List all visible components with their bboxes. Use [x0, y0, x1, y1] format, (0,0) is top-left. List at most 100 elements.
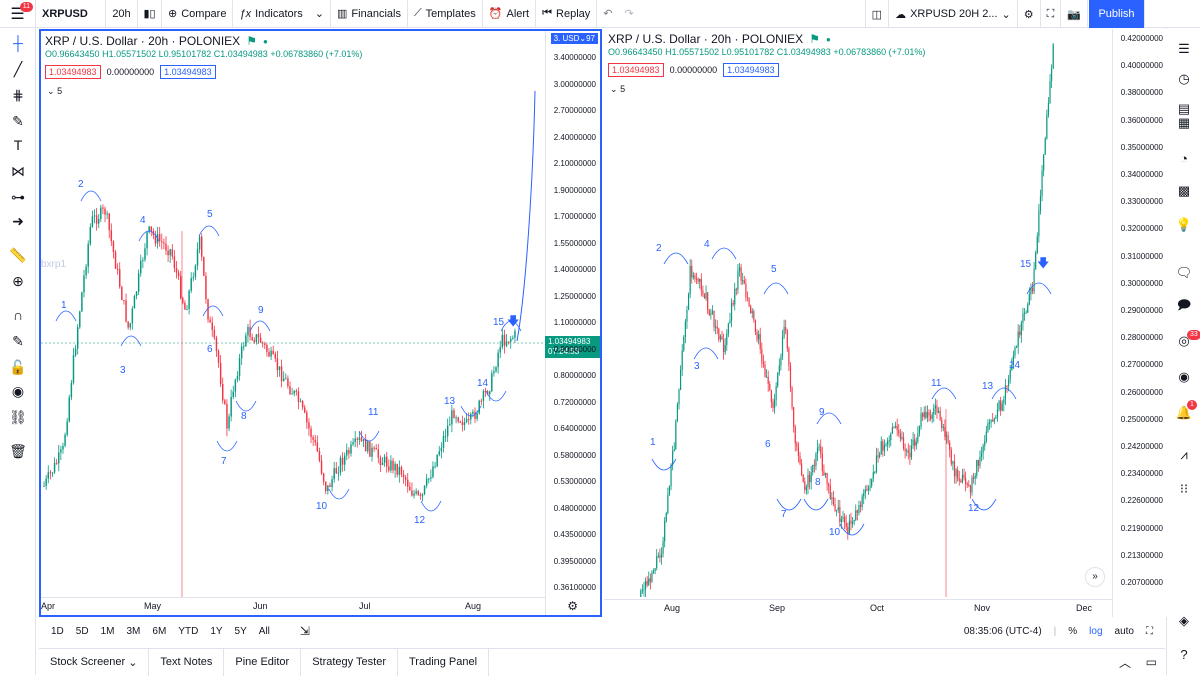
templates-button[interactable]: ⟋ Templates	[408, 0, 483, 28]
range-5d[interactable]: 5D	[75, 625, 89, 637]
collapse-legend-button[interactable]: ⌄ 5	[610, 84, 625, 95]
wave-label-2[interactable]: 2	[656, 243, 662, 254]
help-icon[interactable]: ?	[1180, 647, 1188, 662]
wave-arc[interactable]	[1026, 282, 1052, 295]
wave-label-15[interactable]: 15	[493, 317, 505, 328]
wave-arc[interactable]	[249, 320, 271, 332]
menu-button[interactable]: ☰ 11	[0, 0, 36, 28]
wave-arc[interactable]	[816, 412, 842, 425]
save-layout-button[interactable]: ☁ XRPUSD 20H 2... ⌄	[889, 0, 1018, 28]
wave-label-8[interactable]: 8	[815, 477, 821, 488]
indicators-button[interactable]: ƒx Indicators ⌄	[233, 0, 332, 28]
replay-button[interactable]: ⏮ Replay	[536, 0, 598, 28]
layout-button[interactable]: ◫	[864, 0, 890, 28]
streams-icon[interactable]: ◎	[1178, 333, 1190, 348]
wave-label-14[interactable]: 14	[477, 378, 489, 389]
undo-button[interactable]: ↶	[597, 0, 618, 28]
range-6m[interactable]: 6M	[152, 625, 167, 637]
wave-label-7[interactable]: 7	[221, 456, 227, 467]
time-axis-right[interactable]: Aug Sep Oct Nov Dec	[604, 599, 1112, 617]
chart-type-button[interactable]: ▮▯	[138, 0, 162, 28]
fullscreen-icon[interactable]: ⛶	[1146, 625, 1153, 637]
range-ytd[interactable]: YTD	[178, 625, 199, 637]
wave-label-6[interactable]: 6	[207, 344, 213, 355]
wave-arc[interactable]	[202, 305, 224, 317]
wave-label-15[interactable]: 15	[1020, 259, 1032, 270]
range-all[interactable]: All	[258, 625, 270, 637]
wave-arc[interactable]	[971, 498, 997, 511]
range-3m[interactable]: 3M	[126, 625, 141, 637]
maximize-panel-icon[interactable]: ▭	[1145, 655, 1157, 669]
percent-toggle[interactable]: %	[1068, 625, 1078, 637]
wave-label-12[interactable]: 12	[968, 503, 980, 514]
magnet-icon[interactable]: ∩	[12, 307, 24, 323]
snapshot-button[interactable]: 📷	[1061, 0, 1088, 28]
scroll-to-realtime-button[interactable]: »	[1085, 567, 1105, 587]
axis-settings-icon[interactable]: ⚙	[567, 599, 578, 613]
wave-arc[interactable]	[663, 252, 689, 265]
wave-arc[interactable]	[803, 498, 829, 511]
candles-area-left[interactable]	[41, 31, 548, 597]
wave-arc[interactable]	[931, 387, 957, 400]
watchlist-icon[interactable]: ☰	[1178, 41, 1190, 56]
wave-label-8[interactable]: 8	[241, 411, 247, 422]
time-axis-left[interactable]: Apr May Jun Jul Aug	[41, 597, 545, 615]
wave-label-1[interactable]: 1	[61, 300, 67, 311]
tab-pine-editor[interactable]: Pine Editor	[224, 648, 302, 676]
tab-stock-screener[interactable]: Stock Screener ⌄	[39, 648, 150, 676]
back-arrow-icon[interactable]: ➜	[12, 213, 24, 229]
wave-arc[interactable]	[80, 190, 102, 202]
wave-arc[interactable]	[763, 282, 789, 295]
news-icon[interactable]: ▤	[1177, 101, 1191, 116]
trend-line-icon[interactable]: ╱	[13, 61, 23, 77]
currency-badge[interactable]: 3. USD⌄97	[550, 33, 598, 44]
zoom-in-icon[interactable]: ⊕	[12, 273, 24, 289]
wave-arc[interactable]	[216, 440, 238, 452]
wave-label-13[interactable]: 13	[982, 381, 994, 392]
chart-pane-right[interactable]: XRP / U.S. Dollar · 20h · POLONIEX ⚑ ● O…	[604, 29, 1167, 617]
brush-icon[interactable]: ✎	[12, 113, 24, 129]
candles-area-right[interactable]	[604, 29, 1112, 597]
collapse-legend-button[interactable]: ⌄ 5	[47, 86, 62, 97]
wave-arc[interactable]	[198, 225, 220, 237]
range-1y[interactable]: 1Y	[210, 625, 223, 637]
wave-arc[interactable]	[328, 488, 350, 500]
wave-arc[interactable]	[839, 523, 865, 536]
fib-tool-icon[interactable]: ⋕	[12, 87, 24, 103]
wave-label-5[interactable]: 5	[771, 264, 777, 275]
chevron-up-icon[interactable]: ︿	[1118, 655, 1131, 670]
calculator-icon[interactable]: ▩	[1177, 183, 1191, 198]
financials-button[interactable]: ▥ Financials	[331, 0, 408, 28]
wave-arc[interactable]	[500, 320, 522, 332]
prediction-icon[interactable]: ⊶	[11, 189, 25, 205]
hotlist-icon[interactable]: ⁝⁝	[1179, 481, 1189, 496]
symbol-search[interactable]: XRPUSD	[36, 0, 106, 28]
wave-arc[interactable]	[120, 335, 142, 347]
settings-button[interactable]: ⚙	[1018, 0, 1041, 28]
log-toggle[interactable]: log	[1089, 625, 1103, 637]
clock-time[interactable]: 08:35:06 (UTC-4)	[963, 625, 1042, 637]
wave-arc[interactable]	[55, 310, 77, 322]
redo-button[interactable]: ↷	[619, 0, 640, 28]
wave-label-12[interactable]: 12	[414, 515, 426, 526]
wave-label-5[interactable]: 5	[207, 209, 213, 220]
wave-label-4[interactable]: 4	[704, 239, 710, 250]
projection-line[interactable]	[516, 90, 536, 342]
wave-label-3[interactable]: 3	[694, 361, 700, 372]
compare-button[interactable]: ⊕ Compare	[162, 0, 234, 28]
fullscreen-button[interactable]: ⛶	[1041, 0, 1062, 28]
range-1d[interactable]: 1D	[51, 625, 64, 637]
lightbulb-icon[interactable]: 💡	[1175, 217, 1193, 232]
range-1m[interactable]: 1M	[100, 625, 115, 637]
wave-label-9[interactable]: 9	[819, 407, 825, 418]
arrow-down-icon[interactable]: 🡇	[1037, 256, 1050, 270]
wave-label-2[interactable]: 2	[78, 179, 84, 190]
wave-label-14[interactable]: 14	[1009, 360, 1021, 371]
lock-drawing-icon[interactable]: ✎	[12, 333, 24, 349]
wave-label-13[interactable]: 13	[444, 396, 456, 407]
wave-arc[interactable]	[485, 390, 507, 402]
lock-icon[interactable]: 🔓	[9, 359, 27, 375]
trash-icon[interactable]: 🗑	[9, 443, 27, 459]
chart-pane-left[interactable]: XRP / U.S. Dollar · 20h · POLONIEX ⚑ ● O…	[39, 29, 602, 617]
alarm-icon[interactable]: ◷	[1178, 71, 1190, 86]
